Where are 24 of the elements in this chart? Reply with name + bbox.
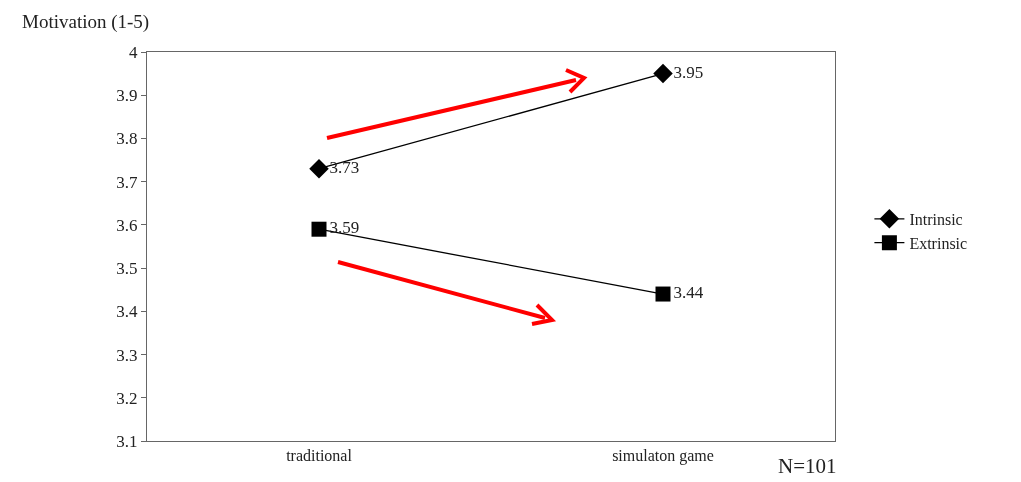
data-label: 3.73 bbox=[329, 157, 360, 177]
y-axis-title: Motivation (1-5) bbox=[22, 11, 150, 33]
point bbox=[311, 221, 327, 237]
data-label: 3.95 bbox=[673, 62, 704, 82]
y-tick-label: 3.3 bbox=[116, 345, 138, 365]
y-tick-label: 3.2 bbox=[116, 388, 138, 408]
y-tick-label: 3.8 bbox=[116, 129, 138, 149]
x-tick-label: traditional bbox=[286, 447, 353, 465]
y-tick-label: 4 bbox=[129, 42, 139, 62]
y-tick-label: 3.4 bbox=[116, 302, 139, 322]
x-tick-label: simulaton game bbox=[612, 447, 714, 466]
y-tick-label: 3.7 bbox=[116, 172, 139, 192]
y-tick-label: 3.6 bbox=[116, 215, 138, 235]
y-tick-label: 3.1 bbox=[116, 431, 138, 451]
data-label: 3.44 bbox=[673, 283, 704, 303]
data-label: 3.59 bbox=[329, 218, 360, 238]
point bbox=[309, 158, 329, 179]
y-tick-label: 3.9 bbox=[116, 86, 138, 106]
legend-label: Intrinsic bbox=[909, 211, 963, 229]
legend-label: Extrinsic bbox=[909, 234, 968, 252]
point bbox=[653, 63, 673, 84]
y-tick-label: 3.5 bbox=[116, 259, 138, 279]
point bbox=[655, 286, 671, 302]
text: N=101 bbox=[778, 454, 837, 478]
